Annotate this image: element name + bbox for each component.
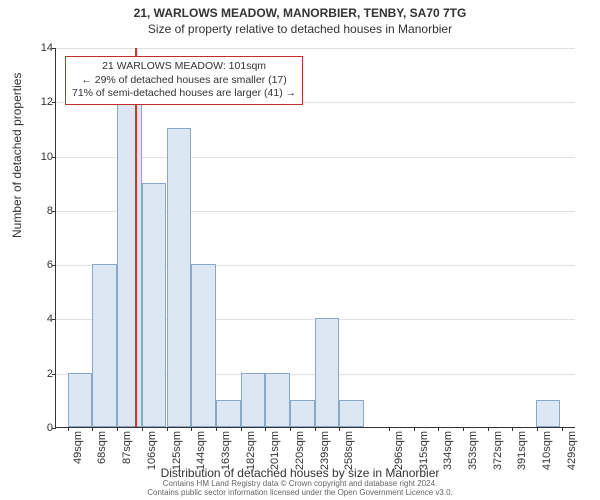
xtick-label: 68sqm [96, 431, 108, 464]
xtick-mark [191, 427, 192, 431]
histogram-bar [265, 373, 290, 427]
xtick-mark [414, 427, 415, 431]
xtick-label: 296sqm [393, 431, 405, 470]
xtick-mark [537, 427, 538, 431]
xtick-mark [488, 427, 489, 431]
xtick-label: 239sqm [319, 431, 331, 470]
xtick-mark [216, 427, 217, 431]
title-line1: 21, WARLOWS MEADOW, MANORBIER, TENBY, SA… [0, 6, 600, 20]
ytick-label: 2 [47, 368, 53, 380]
xtick-label: 125sqm [171, 431, 183, 470]
info-line2: ← 29% of detached houses are smaller (17… [72, 74, 296, 88]
histogram-bar [68, 373, 93, 427]
xtick-mark [463, 427, 464, 431]
xtick-label: 353sqm [467, 431, 479, 470]
xtick-mark [68, 427, 69, 431]
histogram-bar [536, 400, 561, 427]
xtick-label: 182sqm [245, 431, 257, 470]
xtick-label: 334sqm [442, 431, 454, 470]
footer-attribution: Contains HM Land Registry data © Crown c… [0, 480, 600, 498]
xtick-label: 391sqm [516, 431, 528, 470]
title-line2: Size of property relative to detached ho… [0, 22, 600, 36]
xtick-label: 49sqm [72, 431, 84, 464]
xtick-mark [117, 427, 118, 431]
info-line3: 71% of semi-detached houses are larger (… [72, 87, 296, 101]
histogram-bar [339, 400, 364, 427]
ytick-label: 8 [47, 205, 53, 217]
xtick-label: 144sqm [195, 431, 207, 470]
histogram-bar [142, 183, 167, 427]
xtick-label: 372sqm [492, 431, 504, 470]
histogram-bar [117, 101, 142, 427]
ytick-label: 12 [41, 96, 53, 108]
histogram-bar [241, 373, 266, 427]
xtick-mark [290, 427, 291, 431]
gridline [56, 48, 575, 49]
histogram-bar [92, 264, 117, 427]
ytick-label: 10 [41, 151, 53, 163]
xtick-label: 410sqm [541, 431, 553, 470]
xtick-label: 163sqm [220, 431, 232, 470]
xtick-mark [389, 427, 390, 431]
x-axis-label: Distribution of detached houses by size … [0, 466, 600, 480]
xtick-mark [265, 427, 266, 431]
xtick-mark [315, 427, 316, 431]
histogram-bar [191, 264, 216, 427]
ytick-label: 4 [47, 313, 53, 325]
xtick-mark [92, 427, 93, 431]
marker-info-box: 21 WARLOWS MEADOW: 101sqm ← 29% of detac… [65, 56, 303, 105]
xtick-label: 87sqm [121, 431, 133, 464]
histogram-bar [290, 400, 315, 427]
xtick-mark [512, 427, 513, 431]
histogram-bar [216, 400, 241, 427]
xtick-mark [339, 427, 340, 431]
xtick-label: 201sqm [269, 431, 281, 470]
chart-title-block: 21, WARLOWS MEADOW, MANORBIER, TENBY, SA… [0, 0, 600, 36]
y-axis-label: Number of detached properties [10, 73, 24, 238]
xtick-label: 220sqm [294, 431, 306, 470]
histogram-bar [167, 128, 192, 427]
ytick-label: 6 [47, 259, 53, 271]
xtick-label: 258sqm [343, 431, 355, 470]
ytick-label: 0 [47, 422, 53, 434]
footer-line2: Contains public sector information licen… [0, 489, 600, 498]
xtick-mark [167, 427, 168, 431]
xtick-label: 429sqm [566, 431, 578, 470]
chart-plot-area: 0246810121449sqm68sqm87sqm106sqm125sqm14… [55, 48, 575, 428]
xtick-label: 315sqm [418, 431, 430, 470]
histogram-bar [315, 318, 340, 427]
xtick-label: 106sqm [146, 431, 158, 470]
ytick-label: 14 [41, 42, 53, 54]
xtick-mark [562, 427, 563, 431]
info-line1: 21 WARLOWS MEADOW: 101sqm [72, 60, 296, 74]
xtick-mark [241, 427, 242, 431]
xtick-mark [142, 427, 143, 431]
xtick-mark [438, 427, 439, 431]
